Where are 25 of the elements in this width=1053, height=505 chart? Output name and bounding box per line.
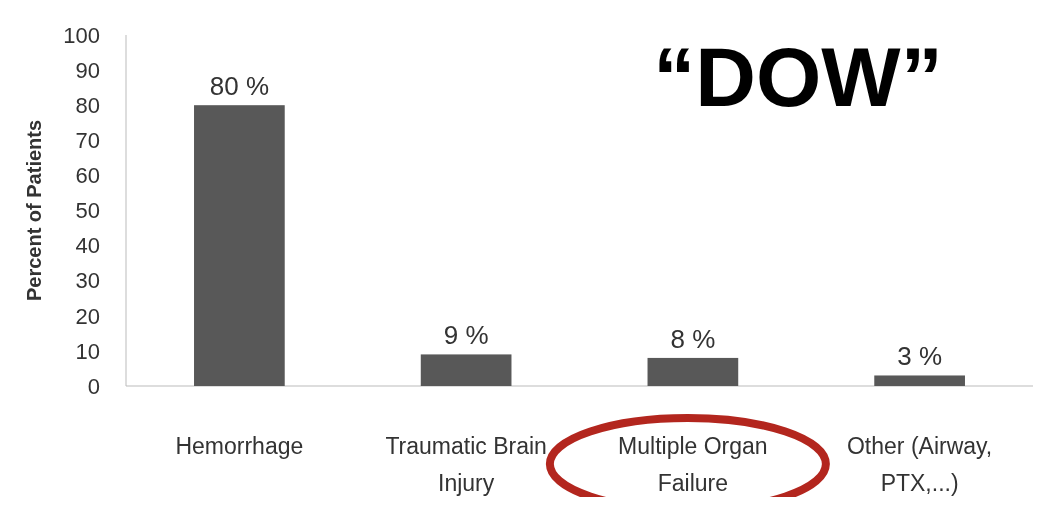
x-tick-label: Traumatic Brain Injury [385, 433, 547, 496]
y-tick-label: 10 [75, 338, 100, 364]
y-tick-label: 90 [75, 57, 100, 83]
data-label: 8 % [670, 323, 716, 354]
y-tick-label: 0 [87, 373, 100, 399]
bar [420, 354, 512, 386]
y-tick-label: 50 [75, 198, 100, 224]
chart-title: “DOW” [653, 30, 943, 124]
bar [194, 105, 285, 386]
bar [874, 375, 965, 386]
data-label: 9 % [443, 320, 489, 351]
y-tick-label: 30 [75, 268, 100, 294]
y-tick-label: 80 [75, 92, 100, 118]
x-tick-label: Hemorrhage [175, 433, 304, 459]
y-tick-label: 60 [75, 163, 100, 189]
data-label: 3 % [897, 341, 943, 372]
x-tick-label: Other (Airway, PTX,...) [846, 433, 993, 496]
y-tick-label: 20 [75, 303, 100, 329]
data-label: 80 % [209, 71, 270, 102]
y-tick-label: 40 [75, 233, 100, 259]
x-tick-label: Multiple Organ Failure [618, 433, 768, 496]
y-tick-label: 100 [63, 22, 100, 48]
y-tick-label: 70 [75, 128, 100, 153]
y-axis-title: Percent of Patients [23, 119, 45, 302]
bar [647, 357, 739, 386]
